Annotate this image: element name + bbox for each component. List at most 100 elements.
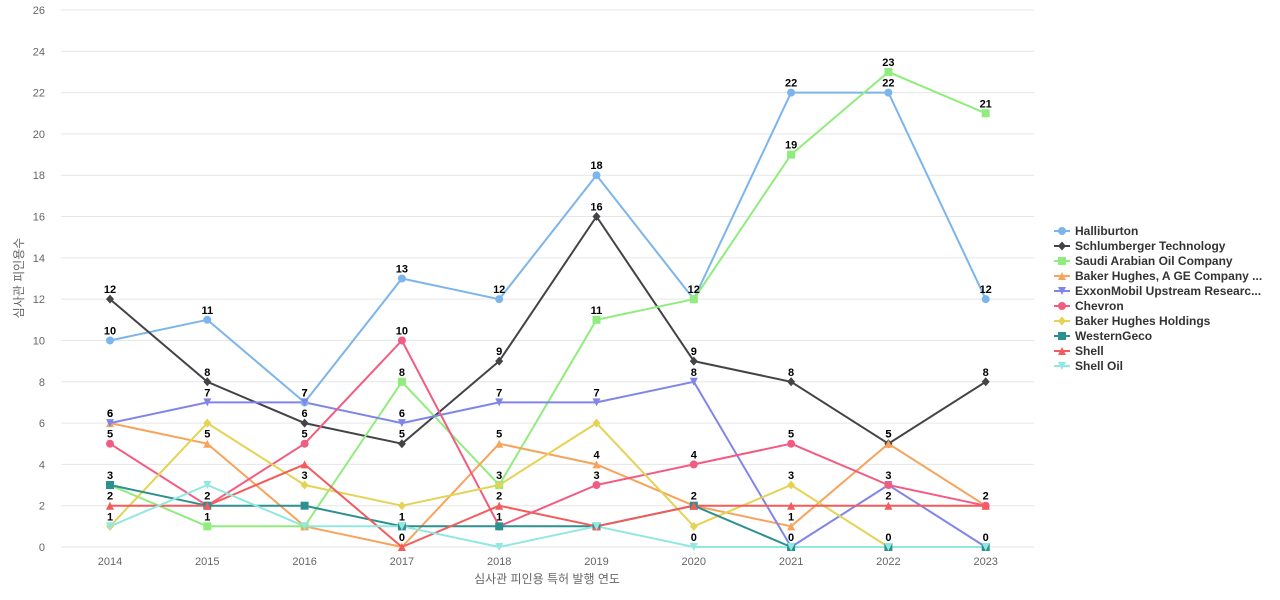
legend-item[interactable]: Shell Oil [1054, 359, 1123, 373]
data-label: 7 [496, 387, 502, 399]
point-marker [495, 480, 504, 490]
point-marker [300, 439, 309, 448]
data-label: 3 [885, 470, 891, 482]
data-label: 8 [983, 367, 989, 379]
point-marker [787, 150, 796, 159]
point-marker [397, 336, 406, 345]
data-label: 6 [107, 408, 113, 420]
series-line-5 [109, 339, 986, 528]
legend-label: ExxonMobil Upstream Researc... [1075, 284, 1261, 298]
point-marker [495, 501, 504, 510]
y-tick-label: 10 [33, 335, 45, 347]
point-marker [689, 543, 698, 551]
data-label: 7 [302, 387, 308, 399]
x-tick-label: 2015 [195, 556, 219, 568]
y-tick-label: 0 [39, 542, 45, 554]
data-label: 1 [204, 511, 210, 523]
legend-label: Baker Hughes, A GE Company ... [1075, 269, 1262, 283]
point-marker [397, 439, 406, 449]
legend-item[interactable]: Shell [1054, 344, 1104, 358]
data-label: 7 [204, 387, 210, 399]
legend-label: Shell Oil [1075, 359, 1123, 373]
data-label: 5 [885, 429, 891, 441]
data-label: 0 [885, 532, 891, 544]
data-label: 11 [591, 305, 603, 317]
data-label: 22 [882, 78, 894, 90]
point-marker [495, 295, 504, 304]
series-markers [106, 67, 990, 552]
legend-swatch-marker [1058, 227, 1066, 235]
legend-item[interactable]: WesternGeco [1054, 329, 1152, 343]
grid-lines [61, 9, 1034, 548]
point-marker [495, 398, 504, 407]
point-marker [884, 67, 893, 76]
point-marker [495, 543, 504, 551]
series-line-1 [109, 215, 987, 445]
legend-item[interactable]: Schlumberger Technology [1054, 239, 1226, 253]
data-label: 7 [593, 387, 599, 399]
data-label: 11 [201, 305, 213, 317]
point-marker [495, 356, 504, 366]
data-label: 5 [204, 429, 210, 441]
point-marker [787, 439, 796, 448]
point-marker [300, 480, 309, 490]
data-label: 6 [107, 408, 113, 420]
point-marker [203, 522, 212, 531]
point-marker [884, 481, 893, 490]
point-marker [787, 88, 796, 97]
point-marker [106, 294, 114, 304]
legend-label: Chevron [1075, 299, 1124, 313]
x-tick-label: 2019 [584, 556, 608, 568]
point-marker [689, 501, 698, 510]
point-marker [981, 295, 990, 304]
data-label: 1 [107, 511, 113, 523]
legend-item[interactable]: ExxonMobil Upstream Researc... [1054, 284, 1261, 298]
point-marker [300, 460, 309, 469]
point-marker [106, 419, 114, 428]
point-marker [397, 274, 406, 283]
point-marker [300, 398, 309, 407]
point-marker [106, 522, 114, 531]
legend-label: Halliburton [1075, 224, 1138, 238]
data-label: 3 [107, 470, 113, 482]
data-label: 10 [104, 325, 116, 337]
data-label: 2 [107, 491, 113, 503]
legend-swatch-marker [1058, 316, 1066, 326]
point-marker [689, 295, 698, 304]
legend-item[interactable]: Baker Hughes, A GE Company ... [1054, 269, 1262, 283]
data-label: 2 [691, 491, 697, 503]
y-tick-label: 24 [33, 46, 45, 58]
data-label: 18 [590, 160, 602, 172]
data-label: 12 [688, 284, 700, 296]
x-tick-label: 2022 [876, 556, 900, 568]
data-label: 5 [496, 429, 502, 441]
legend-label: Schlumberger Technology [1075, 239, 1226, 253]
point-marker [203, 315, 212, 324]
point-marker [884, 501, 893, 510]
legend-item[interactable]: Baker Hughes Holdings [1054, 314, 1211, 328]
point-marker [592, 212, 601, 222]
point-marker [300, 522, 309, 531]
point-marker [397, 543, 406, 551]
data-label: 2 [983, 491, 989, 503]
data-label: 3 [302, 470, 308, 482]
point-marker [592, 171, 601, 180]
data-label: 13 [396, 264, 408, 276]
legend-swatch-marker [1058, 241, 1066, 251]
data-label: 5 [788, 429, 794, 441]
data-label: 8 [204, 367, 210, 379]
legend-item[interactable]: Halliburton [1054, 224, 1138, 238]
legend-item[interactable]: Chevron [1054, 299, 1124, 313]
data-label: 0 [399, 532, 405, 544]
point-marker [203, 439, 212, 448]
point-marker [495, 522, 504, 531]
point-marker [689, 356, 698, 366]
data-label: 1 [399, 511, 405, 523]
legend-item[interactable]: Saudi Arabian Oil Company [1054, 254, 1233, 268]
point-marker [397, 522, 406, 531]
x-tick-label: 2023 [973, 556, 997, 568]
legend-label: Saudi Arabian Oil Company [1075, 254, 1233, 268]
point-marker [106, 481, 114, 490]
